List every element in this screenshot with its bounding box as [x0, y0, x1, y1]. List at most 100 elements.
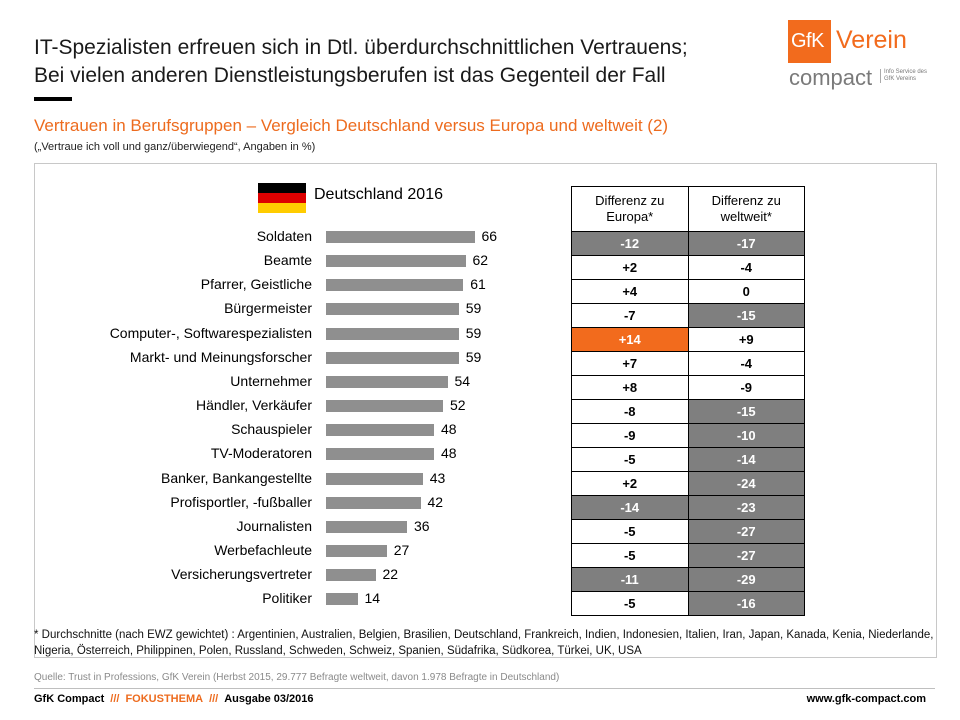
footer-separator-2: ///: [209, 693, 219, 705]
europa-diff-cell: +7: [571, 351, 689, 376]
europa-diff-cell: +2: [571, 471, 689, 496]
table-row: +8 -9: [571, 375, 805, 400]
table-row: -9 -10: [571, 423, 805, 448]
bar: [326, 400, 443, 413]
category-label: Unternehmer: [230, 372, 312, 389]
bar-value-label: 48: [441, 445, 457, 462]
category-label: Computer-, Softwarespezialisten: [109, 324, 312, 341]
welt-diff-cell: -4: [687, 351, 805, 376]
bar-value-label: 66: [481, 228, 498, 244]
header-europa: Differenz zu Europa*: [571, 186, 689, 232]
bar: [326, 231, 475, 243]
header-weltweit: Differenz zu weltweit*: [687, 186, 805, 232]
europa-diff-cell: +14: [571, 327, 689, 352]
welt-diff-cell: -24: [687, 471, 805, 496]
footer-brand: GfK Compact: [34, 693, 105, 705]
logo-gfk-text: GfK: [791, 30, 824, 52]
welt-diff-cell: -9: [687, 375, 805, 400]
bar-value-label: 36: [414, 517, 430, 534]
gfk-verein-logo: GfK Verein compact Info Service des GfK …: [788, 18, 938, 93]
flag-stripe-gold: [258, 203, 306, 213]
bar-value-label: 62: [472, 252, 489, 269]
bar-value-label: 27: [393, 541, 410, 558]
bar-value-label: 61: [470, 276, 486, 293]
bar-value-label: 59: [465, 300, 482, 317]
bar: [326, 279, 464, 292]
europa-diff-cell: +4: [571, 279, 689, 304]
europa-diff-cell: -5: [571, 591, 689, 616]
logo-box: [788, 20, 831, 63]
bar-value-label: 42: [427, 493, 444, 510]
welt-diff-cell: -16: [687, 591, 805, 616]
bar-value-label: 52: [450, 397, 466, 414]
table-row: -5 -27: [571, 519, 805, 544]
bar: [326, 520, 407, 533]
table-row: -5 -27: [571, 543, 805, 568]
welt-diff-cell: -23: [687, 495, 805, 520]
logo-info-text: Info Service des GfK Vereins: [880, 69, 927, 83]
europa-diff-cell: -5: [571, 543, 689, 568]
bar: [326, 569, 376, 582]
german-flag-icon: [258, 183, 306, 213]
difference-table: Differenz zu Europa* Differenz zu weltwe…: [571, 186, 805, 616]
logo-compact-text: compact: [789, 65, 873, 90]
category-label: Schauspieler: [231, 421, 312, 438]
table-row: -12 -17: [571, 231, 805, 256]
title-line-2: Bei vielen anderen Dienstleistungsberufe…: [34, 64, 666, 87]
bar: [326, 472, 423, 485]
europa-diff-cell: -5: [571, 519, 689, 544]
footer-divider: [34, 688, 935, 689]
welt-diff-cell: -4: [687, 255, 805, 280]
table-row: +7 -4: [571, 351, 805, 376]
category-label: TV-Moderatoren: [210, 445, 312, 462]
logo-verein-text: Verein: [836, 26, 907, 54]
category-label: Soldaten: [256, 228, 312, 244]
bar-value-label: 43: [429, 469, 446, 486]
welt-diff-cell: -15: [687, 399, 805, 424]
table-row: -14 -23: [571, 495, 805, 520]
footer-topic: FOKUSTHEMA: [125, 693, 204, 705]
table-row: -8 -15: [571, 399, 805, 424]
bar-value-label: 59: [465, 324, 482, 341]
logo-info-line-2: GfK Vereins: [884, 76, 917, 82]
difference-table-header: Differenz zu Europa* Differenz zu weltwe…: [571, 186, 805, 232]
welt-diff-cell: -14: [687, 447, 805, 472]
bar: [326, 424, 434, 437]
category-label: Journalisten: [236, 517, 313, 534]
chart-note: („Vertraue ich voll und ganz/überwiegend…: [34, 141, 316, 153]
welt-diff-cell: -27: [687, 519, 805, 544]
title-underline: [34, 97, 72, 101]
title-line-1: IT-Spezialisten erfreuen sich in Dtl. üb…: [34, 36, 688, 59]
bar: [326, 593, 358, 606]
bar-value-label: 59: [465, 348, 482, 365]
europa-diff-cell: -11: [571, 567, 689, 592]
chart-subtitle: Vertrauen in Berufsgruppen – Vergleich D…: [34, 116, 669, 135]
bar: [326, 544, 387, 557]
category-label: Politiker: [262, 590, 312, 607]
category-label: Profisportler, -fußballer: [170, 493, 312, 510]
bar-value-label: 48: [441, 421, 457, 438]
table-row: -5 -14: [571, 447, 805, 472]
europa-diff-cell: -5: [571, 447, 689, 472]
europa-diff-cell: +8: [571, 375, 689, 400]
table-row: +2 -24: [571, 471, 805, 496]
category-label: Händler, Verkäufer: [196, 397, 312, 414]
bar: [326, 303, 459, 316]
bar-value-label: 54: [454, 372, 471, 389]
logo-info-line-1: Info Service des: [884, 69, 928, 75]
category-label: Versicherungsvertreter: [171, 566, 312, 583]
welt-diff-cell: -17: [687, 231, 805, 256]
welt-diff-cell: +9: [687, 327, 805, 352]
bar: [326, 496, 421, 509]
welt-diff-cell: -10: [687, 423, 805, 448]
flag-stripe-black: [258, 183, 306, 193]
europa-diff-cell: -9: [571, 423, 689, 448]
bar: [326, 255, 466, 268]
footer-issue: Ausgabe 03/2016: [224, 693, 314, 705]
footer: GfK Compact /// FOKUSTHEMA /// Ausgabe 03/20…: [34, 693, 314, 705]
bar-value-label: 14: [364, 590, 381, 607]
europa-diff-cell: -14: [571, 495, 689, 520]
table-row: +4 0: [571, 279, 805, 304]
europa-diff-cell: -12: [571, 231, 689, 256]
europa-diff-cell: +2: [571, 255, 689, 280]
